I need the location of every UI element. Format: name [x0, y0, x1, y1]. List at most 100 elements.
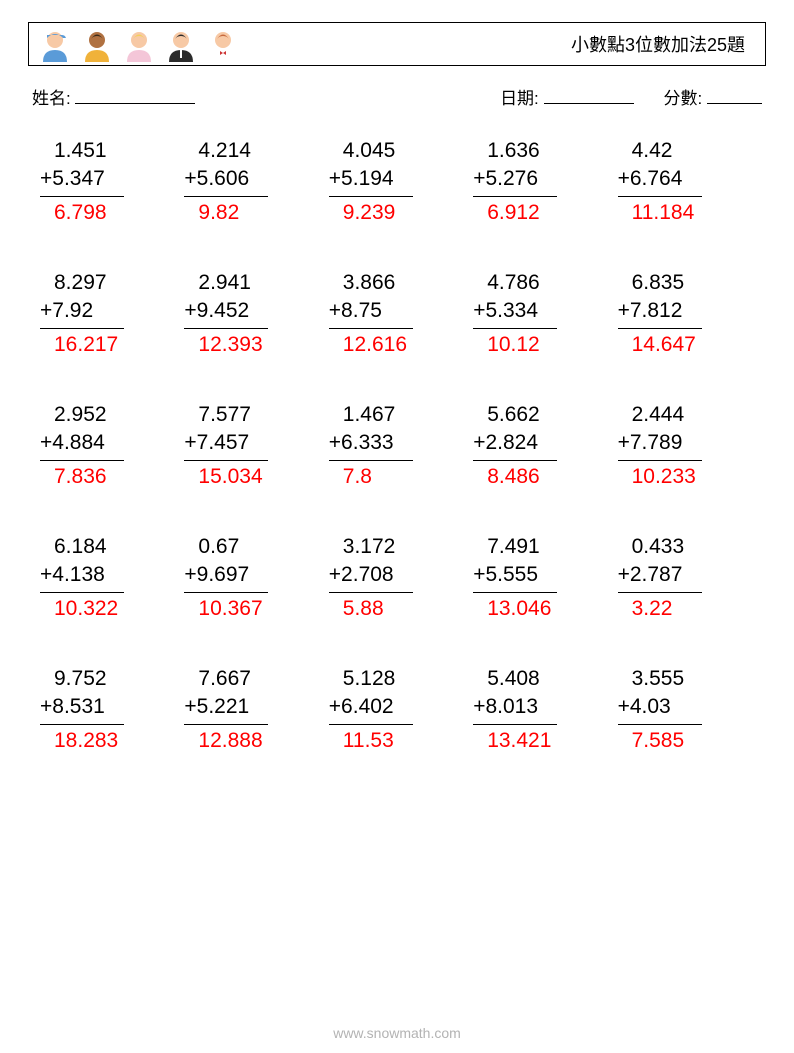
operand-a: 1.451	[40, 137, 124, 165]
operand-a: 8.297	[40, 269, 124, 297]
problem: 6.184 +4.138 10.322	[40, 533, 176, 623]
problem: 2.444 +7.789 10.233	[618, 401, 754, 491]
worksheet-page: 小數點3位數加法25題 姓名: 日期: 分數: 1.451 +5.347 6.7…	[0, 0, 794, 1053]
operand-a: 1.467	[329, 401, 413, 429]
answer: 11.53	[329, 725, 413, 755]
operand-a: 9.752	[40, 665, 124, 693]
operand-a: 7.577	[184, 401, 268, 429]
problem: 7.667 +5.221 12.888	[184, 665, 320, 755]
answer: 5.88	[329, 593, 413, 623]
footer-link: www.snowmath.com	[0, 1025, 794, 1041]
operand-a: 4.786	[473, 269, 557, 297]
problem: 1.636 +5.276 6.912	[473, 137, 609, 227]
operand-b: +9.452	[184, 297, 268, 328]
operand-a: 2.941	[184, 269, 268, 297]
operand-b: +8.75	[329, 297, 413, 328]
meta-name: 姓名:	[32, 84, 500, 109]
problem: 6.835 +7.812 14.647	[618, 269, 754, 359]
operand-a: 4.214	[184, 137, 268, 165]
problem: 2.952 +4.884 7.836	[40, 401, 176, 491]
operand-b: +6.333	[329, 429, 413, 460]
operand-a: 6.835	[618, 269, 702, 297]
problem: 4.786 +5.334 10.12	[473, 269, 609, 359]
operand-a: 4.045	[329, 137, 413, 165]
answer: 7.8	[329, 461, 413, 491]
operand-b: +5.555	[473, 561, 557, 592]
operand-a: 3.172	[329, 533, 413, 561]
answer: 16.217	[40, 329, 124, 359]
answer: 10.233	[618, 461, 702, 491]
answer: 11.184	[618, 197, 702, 227]
avatar-waiter-bowtie-icon	[207, 26, 239, 62]
meta-row: 姓名: 日期: 分數:	[28, 84, 766, 123]
problem: 7.577 +7.457 15.034	[184, 401, 320, 491]
problem-grid: 1.451 +5.347 6.798 4.214 +5.606 9.82 4.0…	[28, 123, 766, 755]
date-label: 日期:	[500, 89, 539, 108]
operand-b: +7.457	[184, 429, 268, 460]
operand-a: 5.662	[473, 401, 557, 429]
problem: 1.467 +6.333 7.8	[329, 401, 465, 491]
problem: 4.214 +5.606 9.82	[184, 137, 320, 227]
operand-a: 2.952	[40, 401, 124, 429]
operand-a: 2.444	[618, 401, 702, 429]
operand-b: +7.92	[40, 297, 124, 328]
answer: 7.585	[618, 725, 702, 755]
score-label: 分數:	[664, 89, 703, 108]
score-blank[interactable]	[707, 86, 762, 104]
operand-b: +5.194	[329, 165, 413, 196]
operand-b: +8.531	[40, 693, 124, 724]
operand-b: +5.221	[184, 693, 268, 724]
operand-b: +7.789	[618, 429, 702, 460]
operand-a: 6.184	[40, 533, 124, 561]
operand-b: +6.402	[329, 693, 413, 724]
operand-b: +2.708	[329, 561, 413, 592]
answer: 12.616	[329, 329, 413, 359]
avatar-row	[39, 26, 239, 62]
answer: 15.034	[184, 461, 268, 491]
operand-a: 3.555	[618, 665, 702, 693]
operand-a: 1.636	[473, 137, 557, 165]
operand-a: 5.128	[329, 665, 413, 693]
problem: 8.297 +7.92 16.217	[40, 269, 176, 359]
operand-a: 4.42	[618, 137, 702, 165]
problem: 3.866 +8.75 12.616	[329, 269, 465, 359]
problem: 0.67 +9.697 10.367	[184, 533, 320, 623]
answer: 9.239	[329, 197, 413, 227]
operand-b: +2.787	[618, 561, 702, 592]
answer: 10.367	[184, 593, 268, 623]
answer: 8.486	[473, 461, 557, 491]
operand-b: +4.138	[40, 561, 124, 592]
problem: 3.172 +2.708 5.88	[329, 533, 465, 623]
operand-b: +9.697	[184, 561, 268, 592]
date-blank[interactable]	[544, 86, 634, 104]
avatar-woman-pink-icon	[123, 26, 155, 62]
problem: 5.662 +2.824 8.486	[473, 401, 609, 491]
operand-b: +5.276	[473, 165, 557, 196]
answer: 6.912	[473, 197, 557, 227]
problem: 9.752 +8.531 18.283	[40, 665, 176, 755]
operand-b: +5.334	[473, 297, 557, 328]
meta-date: 日期:	[500, 84, 633, 109]
name-blank[interactable]	[75, 86, 195, 104]
answer: 13.421	[473, 725, 557, 755]
answer: 12.888	[184, 725, 268, 755]
answer: 14.647	[618, 329, 702, 359]
operand-b: +5.347	[40, 165, 124, 196]
problem: 7.491 +5.555 13.046	[473, 533, 609, 623]
answer: 6.798	[40, 197, 124, 227]
header-box: 小數點3位數加法25題	[28, 22, 766, 66]
name-label: 姓名:	[32, 89, 71, 108]
operand-a: 0.67	[184, 533, 268, 561]
answer: 3.22	[618, 593, 702, 623]
answer: 12.393	[184, 329, 268, 359]
avatar-man-suit-icon	[165, 26, 197, 62]
operand-b: +5.606	[184, 165, 268, 196]
avatar-man-orange-shirt-icon	[81, 26, 113, 62]
avatar-construction-worker-icon	[39, 26, 71, 62]
problem: 5.408 +8.013 13.421	[473, 665, 609, 755]
problem: 2.941 +9.452 12.393	[184, 269, 320, 359]
operand-a: 0.433	[618, 533, 702, 561]
operand-b: +4.884	[40, 429, 124, 460]
operand-b: +4.03	[618, 693, 702, 724]
answer: 10.12	[473, 329, 557, 359]
